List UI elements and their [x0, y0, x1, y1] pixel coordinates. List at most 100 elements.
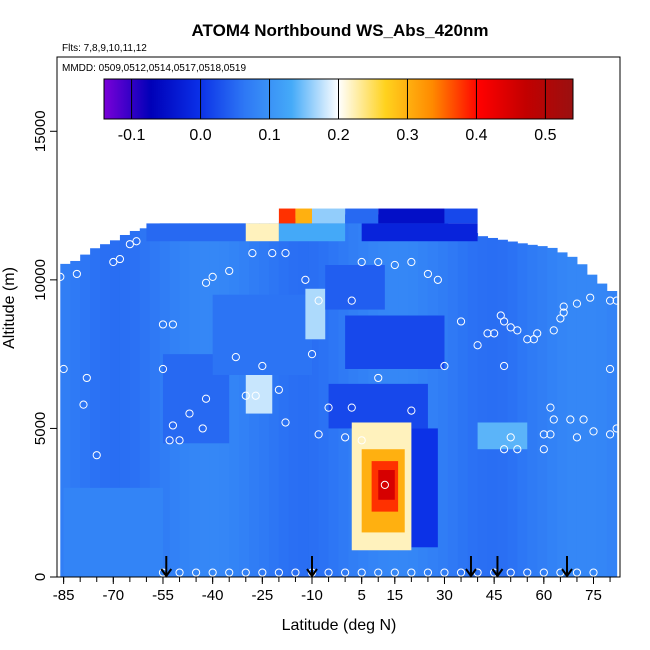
- observation-point: [258, 361, 267, 371]
- observation-point: [423, 568, 433, 577]
- x-tick-label: -25: [251, 587, 273, 604]
- x-tick-label: 5: [358, 587, 366, 604]
- observation-point: [175, 436, 184, 445]
- observation-point: [374, 257, 383, 267]
- heatmap-cell: [149, 225, 161, 577]
- observation-point: [324, 403, 333, 412]
- observation-point: [513, 326, 522, 335]
- heatmap-cell: [437, 220, 449, 578]
- y-tick-label: 0: [32, 573, 49, 581]
- x-tick-label: 60: [535, 587, 552, 604]
- x-tick-label: 45: [486, 587, 503, 604]
- observation-point: [314, 430, 323, 439]
- heatmap-cell: [63, 487, 163, 577]
- observation-point: [506, 568, 515, 577]
- colorbar-ticks: -0.1 0.0 0.1 0.2 0.3 0.4 0.5: [118, 79, 557, 144]
- plot-frame: [56, 56, 621, 578]
- colorbar-tick-label: 0.4: [465, 127, 487, 144]
- heatmap-cell: [268, 223, 280, 577]
- heatmap-cell: [312, 208, 346, 224]
- heatmap-cell: [278, 223, 346, 242]
- observation-point: [281, 249, 290, 258]
- heatmap-cell: [606, 291, 618, 577]
- heatmap-cell: [119, 234, 131, 577]
- observation-point: [248, 249, 257, 258]
- heatmap-cell: [345, 208, 379, 224]
- observation-point: [407, 257, 416, 267]
- heatmap-cell: [517, 243, 528, 577]
- heatmap-cell: [295, 208, 313, 224]
- heatmap-cell: [318, 214, 330, 577]
- observation-point: [546, 403, 555, 412]
- observation-point: [589, 427, 598, 436]
- x-tick-label: 75: [585, 587, 602, 604]
- heatmap-cell: [447, 224, 459, 577]
- heatmap-cell: [527, 244, 538, 577]
- heatmap-cell: [70, 260, 81, 577]
- x-axis: -85 -70 -55 -40 -25 -10 5 15 30 45 60 75: [53, 577, 611, 604]
- observation-point: [347, 403, 356, 412]
- heatmap-cell: [557, 252, 568, 577]
- heatmap-cell: [457, 228, 469, 577]
- sampling-arrows: [160, 556, 573, 578]
- sampling-arrow-head: [561, 568, 573, 578]
- observation-point: [499, 445, 509, 454]
- observation-point: [185, 409, 194, 418]
- observation-point: [175, 568, 184, 577]
- dates-note: MMDD: 0509,0512,0514,0517,0518,0519: [62, 63, 246, 74]
- chart-title: ATOM4 Northbound WS_Abs_420nm: [192, 21, 489, 40]
- observation-point: [483, 329, 492, 338]
- observation-point: [357, 568, 366, 577]
- heatmap-cell: [378, 470, 395, 500]
- observation-point: [258, 568, 267, 577]
- heatmap-cell: [477, 236, 489, 578]
- x-tick-label: -40: [202, 587, 224, 604]
- heatmap-cells: [60, 208, 618, 578]
- heatmap-cell: [245, 223, 279, 242]
- observation-point: [241, 568, 250, 577]
- observation-point: [59, 364, 68, 374]
- observation-point: [572, 568, 582, 577]
- observation-point: [307, 350, 317, 359]
- observation-point: [440, 361, 449, 371]
- observation-point: [165, 436, 174, 445]
- observation-point: [268, 249, 277, 258]
- observation-point: [158, 320, 168, 329]
- heatmap-cell: [288, 218, 300, 577]
- observation-point: [559, 302, 568, 311]
- observation-point: [225, 568, 234, 577]
- heatmap-cell: [80, 254, 91, 577]
- observation-point: [506, 433, 515, 442]
- heatmap-cell: [427, 218, 439, 577]
- observation-point: [291, 568, 300, 577]
- observation-point: [407, 568, 416, 577]
- heatmap-cell: [229, 223, 240, 577]
- x-tick-label: 15: [386, 587, 403, 604]
- observation-point: [72, 269, 81, 279]
- observation-point: [92, 451, 101, 460]
- observation-point: [506, 323, 515, 332]
- colorbar-tick-label: 0.1: [258, 127, 280, 144]
- observation-point: [523, 568, 532, 577]
- heatmap-cell: [278, 208, 296, 224]
- colorbar-tick-label: 0.2: [327, 127, 349, 144]
- observation-point: [168, 320, 178, 329]
- heatmap-cell: [537, 246, 548, 577]
- heatmap-cell: [586, 274, 598, 577]
- x-tick-label: -10: [301, 587, 323, 604]
- colorbar-tick-label: 0.5: [534, 127, 556, 144]
- y-axis-label: Altitude (m): [1, 267, 18, 349]
- heatmap-cell: [60, 263, 71, 577]
- observation-point: [191, 568, 201, 577]
- heatmap-cell: [378, 208, 445, 224]
- observation-point: [347, 296, 356, 305]
- flights-note: Flts: 7,8,9,10,11,12: [62, 43, 147, 54]
- observation-point: [274, 385, 283, 394]
- x-tick-label: -55: [152, 587, 174, 604]
- observation-point: [225, 266, 234, 276]
- heatmap-cell: [308, 214, 320, 577]
- observation-point: [572, 299, 582, 308]
- observation-point: [605, 296, 615, 305]
- heatmap-cell: [361, 223, 478, 242]
